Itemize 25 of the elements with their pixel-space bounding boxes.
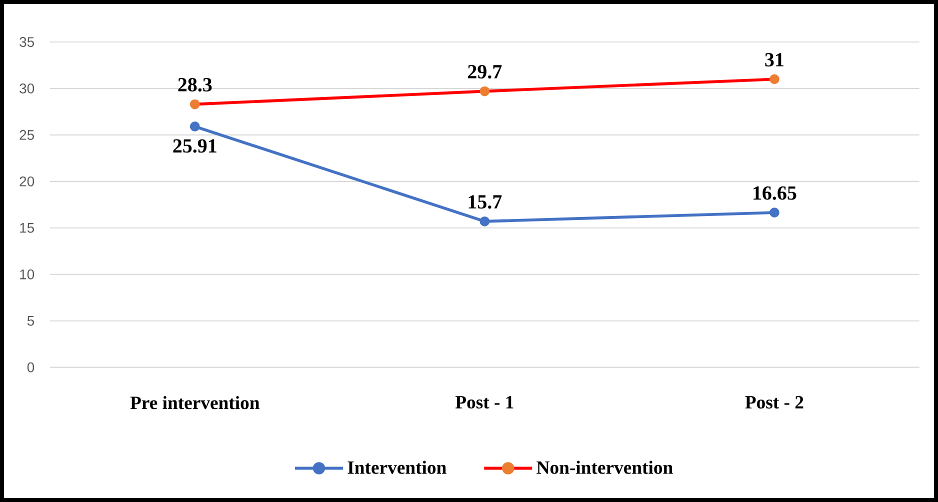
data-label: 28.3 (178, 78, 212, 92)
y-tick-label: 25 (20, 130, 34, 140)
y-tick-label: 0 (27, 362, 34, 372)
y-tick-label: 5 (27, 316, 34, 326)
y-tick-label: 30 (20, 84, 34, 94)
point (190, 122, 200, 132)
y-tick-label: 15 (20, 223, 34, 233)
legend-label: Non-intervention (536, 460, 673, 474)
point (770, 208, 780, 218)
legend-label: Intervention (348, 460, 446, 474)
data-label: 15.7 (468, 195, 502, 209)
data-label: 25.91 (173, 139, 216, 153)
x-tick-label: Pre intervention (130, 396, 260, 410)
x-tick-label: Post - 1 (455, 396, 514, 409)
point (480, 216, 490, 226)
point (770, 74, 780, 84)
y-tick-label: 20 (20, 176, 34, 186)
y-tick-label: 10 (20, 269, 34, 280)
y-tick-label: 35 (20, 37, 34, 47)
data-label: 29.7 (468, 65, 502, 79)
point (480, 86, 490, 96)
data-label: 31 (765, 53, 784, 66)
data-label: 16.65 (754, 186, 796, 200)
point (190, 99, 200, 110)
x-tick-label: Post - 2 (745, 396, 804, 409)
